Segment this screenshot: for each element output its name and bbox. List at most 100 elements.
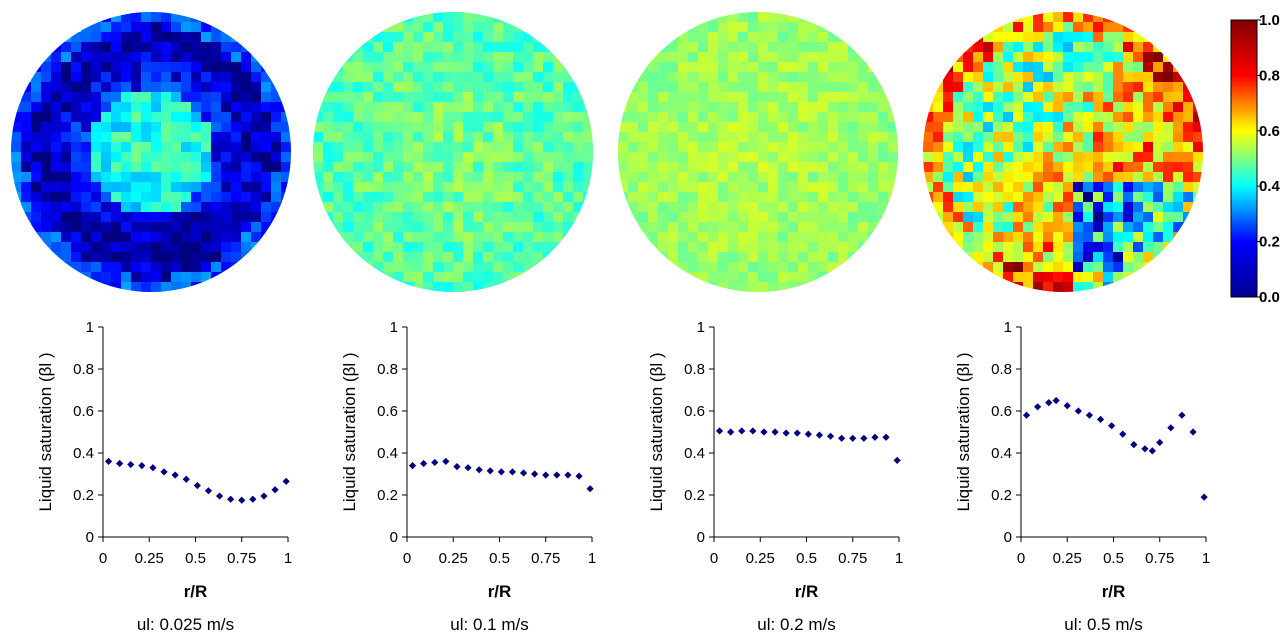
map-cell (658, 182, 669, 193)
map-cell (1023, 102, 1034, 113)
map-cell (31, 232, 42, 243)
map-cell (211, 162, 222, 173)
map-cell (433, 82, 444, 93)
map-cell (413, 242, 424, 253)
map-cell (71, 32, 82, 43)
map-cell (101, 162, 112, 173)
map-cell (333, 182, 344, 193)
map-cell (688, 272, 699, 283)
map-cell (31, 72, 42, 83)
map-cell (543, 102, 554, 113)
map-cell (748, 52, 759, 63)
map-cell (778, 72, 789, 83)
map-cell (668, 62, 679, 73)
map-cell (983, 122, 994, 133)
map-cell (718, 212, 729, 223)
map-cell (1013, 82, 1024, 93)
map-cell (698, 252, 709, 263)
map-cell (373, 42, 384, 53)
map-cell (1003, 192, 1014, 203)
map-cell (211, 172, 222, 183)
map-cell (1043, 12, 1054, 23)
map-cell (678, 72, 689, 83)
map-cell (993, 82, 1004, 93)
map-cell (1143, 132, 1154, 143)
map-cell (628, 162, 639, 173)
map-cell (383, 102, 394, 113)
map-cell (533, 92, 544, 103)
map-cell (1163, 212, 1174, 223)
map-cell (1123, 102, 1134, 113)
map-cell (718, 42, 729, 53)
map-cell (523, 42, 534, 53)
map-cell (363, 162, 374, 173)
map-cell (61, 222, 72, 233)
map-cell (201, 152, 212, 163)
map-cell (993, 172, 1004, 183)
map-cell (1163, 112, 1174, 123)
map-cell (221, 192, 232, 203)
map-cell (1083, 32, 1094, 43)
map-cell (473, 282, 484, 292)
map-cell (221, 232, 232, 243)
map-cell (323, 82, 334, 93)
map-cell (383, 152, 394, 163)
map-cell (1003, 142, 1014, 153)
map-cell (1113, 72, 1124, 83)
map-cell (688, 132, 699, 143)
map-cell (973, 212, 984, 223)
map-cell (553, 212, 564, 223)
map-cell (933, 102, 944, 113)
map-cell (698, 242, 709, 253)
map-cell (708, 92, 719, 103)
map-cell (533, 82, 544, 93)
map-cell (241, 242, 252, 253)
y-tick-label: 0.2 (73, 487, 94, 504)
map-cell (241, 92, 252, 103)
map-cell (343, 112, 354, 123)
map-cell (151, 242, 162, 253)
map-cell (81, 32, 92, 43)
map-cell (963, 252, 974, 263)
map-cell (658, 242, 669, 253)
map-cell (41, 172, 52, 183)
map-cell (373, 112, 384, 123)
map-cell (121, 22, 132, 33)
map-cell (171, 212, 182, 223)
map-cell (61, 92, 72, 103)
x-tick-label: 0 (403, 550, 411, 567)
map-cell (638, 132, 649, 143)
map-cell (1073, 32, 1084, 43)
map-cell (503, 32, 514, 43)
map-cell (778, 282, 789, 292)
map-cell (778, 42, 789, 53)
map-cell (888, 152, 898, 163)
map-cell (81, 62, 92, 73)
map-cell (51, 212, 62, 223)
map-cell (563, 72, 574, 83)
map-cell (778, 202, 789, 213)
map-cell (1153, 52, 1164, 63)
y-tick-label: 0.4 (991, 445, 1012, 462)
map-cell (403, 52, 414, 63)
map-cell (818, 162, 829, 173)
map-cell (81, 132, 92, 143)
map-cell (658, 252, 669, 263)
map-cell (658, 62, 669, 73)
map-cell (678, 132, 689, 143)
map-cell (1123, 232, 1134, 243)
map-cell (241, 122, 252, 133)
map-cell (261, 192, 272, 203)
map-cell (453, 172, 464, 183)
map-cell (933, 112, 944, 123)
map-cell (333, 122, 344, 133)
map-cell (543, 92, 554, 103)
map-cell (953, 52, 964, 63)
map-cell (41, 72, 52, 83)
map-cell (1013, 142, 1024, 153)
y-tick-label: 0.8 (684, 361, 705, 378)
map-cell (1103, 12, 1114, 23)
map-cell (818, 242, 829, 253)
map-cell (1093, 142, 1104, 153)
map-cell (728, 122, 739, 133)
